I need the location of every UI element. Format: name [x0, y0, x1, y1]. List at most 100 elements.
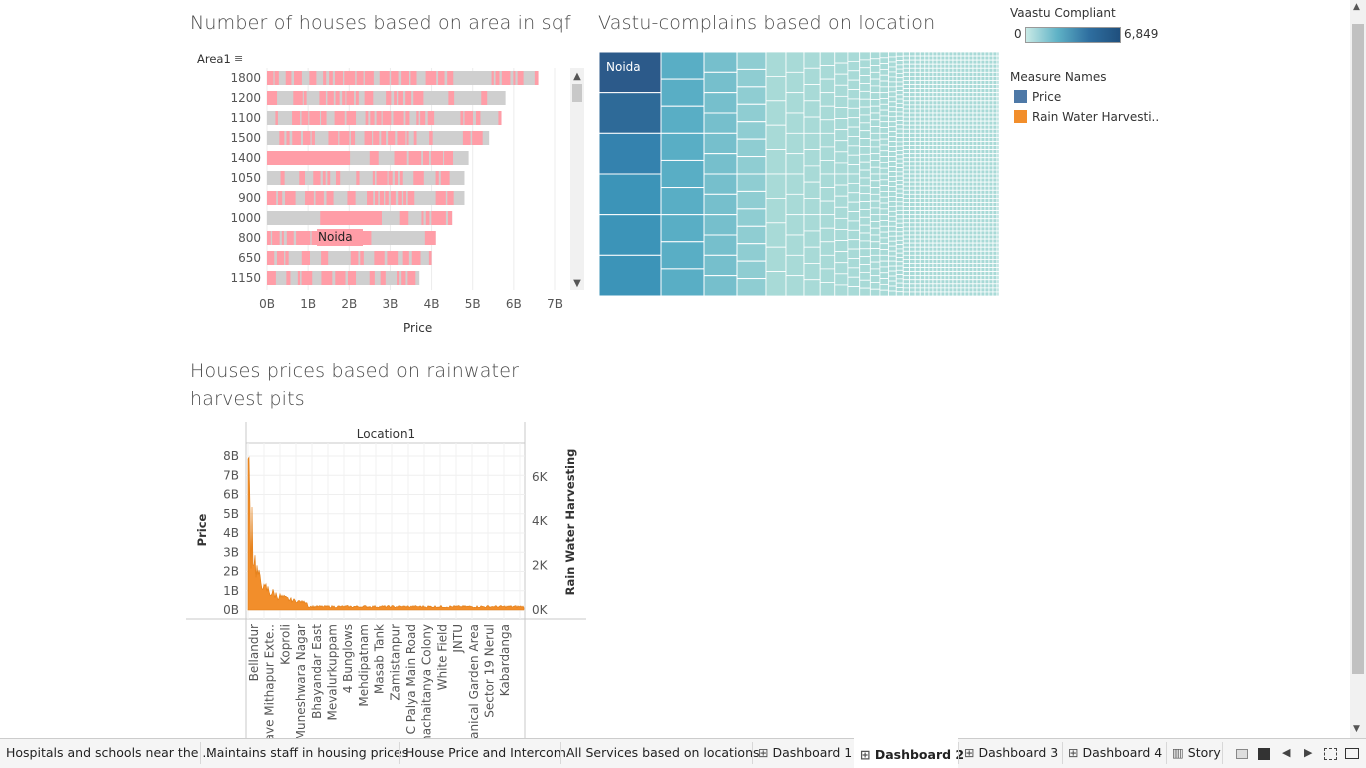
treemap-cell[interactable] — [992, 258, 998, 264]
treemap-cell[interactable] — [992, 96, 998, 102]
treemap-cell[interactable] — [847, 267, 861, 278]
treemap-cell[interactable] — [948, 112, 954, 118]
treemap-cell[interactable] — [996, 238, 999, 244]
treemap-cell[interactable] — [888, 200, 897, 207]
treemap-cell[interactable] — [956, 52, 962, 57]
treemap-cell[interactable] — [888, 101, 897, 108]
treemap-cell[interactable] — [956, 92, 962, 98]
treemap-cell[interactable] — [968, 153, 974, 159]
treemap-cell[interactable] — [960, 157, 966, 163]
treemap-cell[interactable] — [936, 52, 942, 57]
treemap-cell[interactable] — [964, 283, 970, 289]
treemap-cell[interactable] — [980, 267, 986, 273]
treemap-cell[interactable] — [869, 241, 881, 249]
treemap-cell[interactable] — [992, 141, 998, 146]
area-bar[interactable] — [267, 171, 465, 185]
treemap-cell[interactable] — [944, 202, 950, 207]
treemap-cell[interactable] — [895, 120, 904, 126]
treemap-cell[interactable] — [996, 120, 999, 126]
treemap-cell[interactable] — [895, 102, 904, 109]
treemap-cell[interactable] — [879, 109, 889, 117]
treemap-cell[interactable] — [924, 112, 930, 118]
treemap-cell[interactable] — [869, 173, 881, 182]
treemap-cell[interactable] — [919, 169, 926, 175]
treemap-cell[interactable] — [660, 132, 705, 161]
treemap-cell[interactable] — [859, 240, 871, 250]
treemap-cell[interactable] — [940, 246, 946, 252]
treemap-cell[interactable] — [940, 55, 946, 61]
treemap-cell[interactable] — [952, 141, 958, 146]
treemap-cell[interactable] — [988, 242, 994, 248]
treemap-cell[interactable] — [988, 291, 994, 296]
treemap-cell[interactable] — [803, 230, 821, 248]
treemap-cell[interactable] — [960, 263, 966, 268]
treemap-cell[interactable] — [988, 165, 994, 171]
treemap-cell[interactable] — [932, 165, 938, 171]
treemap-cell[interactable] — [940, 112, 946, 118]
treemap-cell[interactable] — [972, 250, 978, 256]
treemap-cell[interactable] — [879, 115, 889, 123]
treemap-cell[interactable] — [980, 181, 986, 187]
treemap-cell[interactable] — [928, 112, 934, 118]
treemap-cell[interactable] — [960, 234, 966, 240]
treemap-cell[interactable] — [956, 63, 962, 69]
tab-hospitals-and-schools-near-the[interactable]: Hospitals and schools near the ... — [0, 738, 214, 768]
treemap-cell[interactable] — [976, 267, 982, 273]
treemap-cell[interactable] — [888, 71, 897, 78]
treemap-cell[interactable] — [902, 291, 910, 296]
treemap-cell[interactable] — [936, 120, 942, 126]
treemap-cell[interactable] — [859, 248, 871, 258]
treemap-cell[interactable] — [952, 124, 958, 130]
treemap-cell[interactable] — [980, 63, 986, 69]
treemap-cell[interactable] — [924, 197, 930, 203]
treemap-cell[interactable] — [936, 96, 942, 102]
treemap-cell[interactable] — [960, 84, 966, 89]
treemap-cell[interactable] — [914, 137, 921, 142]
treemap-cell[interactable] — [972, 145, 978, 150]
treemap-cell[interactable] — [980, 104, 986, 110]
treemap-cell[interactable] — [936, 80, 942, 85]
treemap-cell[interactable] — [984, 250, 990, 256]
treemap-cell[interactable] — [869, 52, 881, 60]
treemap-cell[interactable] — [976, 55, 982, 61]
treemap-cell[interactable] — [703, 254, 738, 277]
treemap-cell[interactable] — [914, 254, 921, 260]
treemap-cell[interactable] — [960, 197, 966, 203]
treemap-cell[interactable] — [956, 112, 962, 118]
sort-icon[interactable]: ≡ — [234, 52, 244, 65]
treemap-cell[interactable] — [879, 138, 889, 146]
treemap-cell[interactable] — [984, 145, 990, 150]
treemap-cell[interactable] — [964, 250, 970, 256]
treemap-cell[interactable] — [956, 291, 962, 296]
treemap-cell[interactable] — [992, 55, 998, 61]
treemap-cell[interactable] — [976, 250, 982, 256]
treemap-cell[interactable] — [919, 132, 926, 138]
treemap-cell[interactable] — [919, 287, 926, 293]
treemap-cell[interactable] — [895, 192, 904, 198]
treemap-cell[interactable] — [976, 242, 982, 248]
treemap-cell[interactable] — [984, 88, 990, 94]
treemap-cell[interactable] — [909, 177, 916, 183]
treemap-cell[interactable] — [988, 153, 994, 159]
treemap-cell[interactable] — [879, 185, 889, 192]
treemap-cell[interactable] — [869, 275, 881, 283]
treemap-cell[interactable] — [972, 226, 978, 232]
rain-area-series[interactable] — [247, 456, 525, 611]
treemap-cell[interactable] — [888, 116, 897, 123]
treemap-cell[interactable] — [992, 214, 998, 220]
treemap-cell[interactable] — [928, 234, 934, 240]
treemap-cell[interactable] — [976, 206, 982, 212]
treemap-cell[interactable] — [976, 254, 982, 260]
treemap-cell[interactable] — [968, 80, 974, 85]
area-bar[interactable] — [267, 271, 420, 285]
treemap-cell[interactable] — [972, 291, 978, 296]
treemap-cell[interactable] — [909, 193, 916, 199]
treemap-cell[interactable] — [914, 177, 921, 183]
treemap-cell[interactable] — [960, 287, 966, 293]
treemap-cell[interactable] — [909, 55, 916, 61]
treemap-cell[interactable] — [819, 65, 836, 80]
treemap-cell[interactable] — [859, 264, 871, 273]
treemap-cell[interactable] — [948, 218, 954, 224]
treemap-cell[interactable] — [948, 193, 954, 199]
treemap-cell[interactable] — [909, 132, 916, 138]
